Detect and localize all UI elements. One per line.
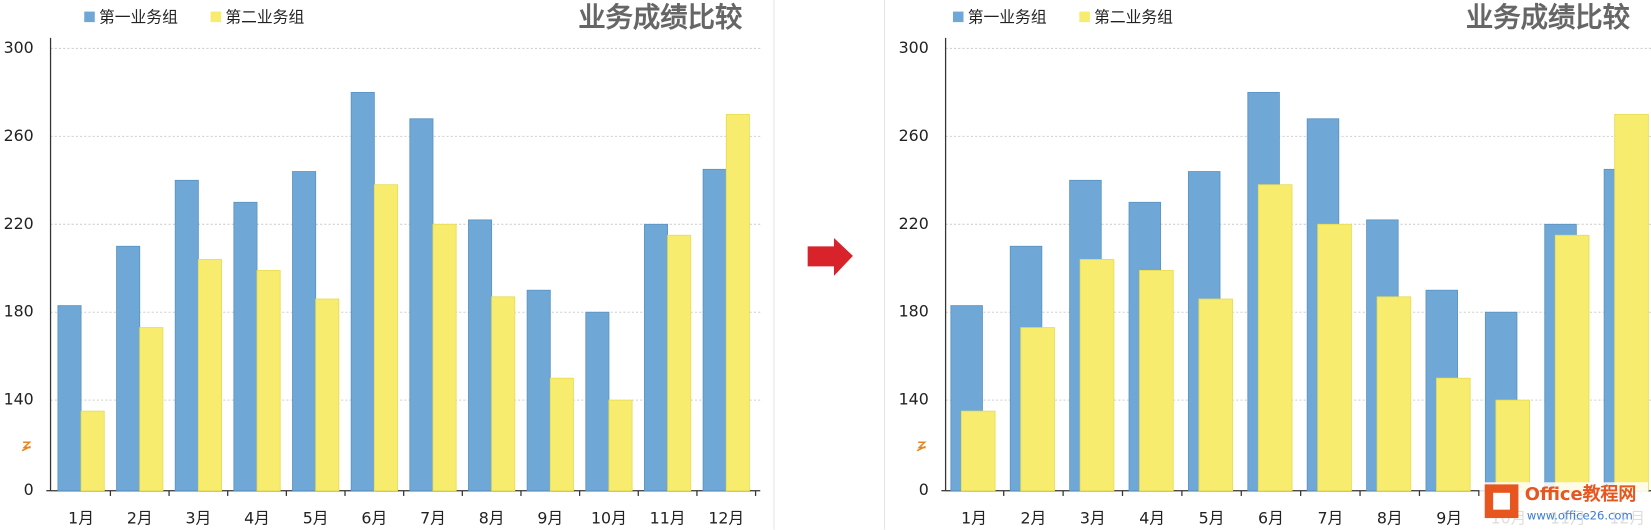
y-tick-label: 260	[4, 126, 34, 145]
bar	[960, 410, 996, 492]
bar	[197, 259, 222, 492]
bar	[1020, 327, 1055, 492]
bar	[491, 296, 516, 492]
bar	[57, 305, 82, 492]
bar	[1079, 259, 1115, 492]
y-tick-label: 220	[4, 214, 34, 233]
bar	[1376, 296, 1412, 492]
x-tick-label: 5月	[1199, 509, 1225, 528]
y-tick-label: 300	[4, 38, 34, 57]
chart-title: 业务成绩比较	[1466, 1, 1631, 33]
x-tick-label: 1月	[961, 509, 987, 528]
arrow	[807, 237, 853, 276]
axis-break	[916, 441, 927, 452]
bar	[373, 184, 398, 492]
x-tick-label: 3月	[185, 509, 211, 528]
bar	[1317, 223, 1352, 492]
y-tick-label: 0	[919, 480, 929, 499]
x-tick-label: 5月	[303, 509, 329, 528]
x-tick-label: 7月	[1317, 509, 1343, 528]
bar	[315, 298, 340, 492]
bar	[1614, 113, 1649, 492]
legend-swatch	[84, 11, 95, 23]
bar	[1139, 270, 1174, 492]
x-tick-label: 1月	[68, 509, 94, 528]
x-tick-label: 4月	[1139, 509, 1165, 528]
x-tick-label: 7月	[420, 509, 446, 528]
x-tick-label: 3月	[1080, 509, 1106, 528]
x-tick-label: 2月	[1021, 509, 1047, 528]
canvas: 业务成绩比较 第一业务组 第二业务组 0 140 180 220 260 300 1月 2月 3月 4月…	[4, 0, 1651, 530]
y-tick-label: 140	[4, 390, 34, 409]
y-tick-label: 0	[24, 480, 34, 499]
bar	[667, 234, 692, 492]
x-tick-label: 11月	[650, 509, 686, 528]
bar	[1436, 377, 1471, 492]
legend-swatch	[210, 11, 222, 23]
bar	[256, 270, 281, 492]
bar	[409, 118, 434, 492]
watermark-name: Office教程网	[1525, 483, 1637, 505]
bar	[233, 201, 258, 492]
watermark-logo-inner	[1493, 492, 1511, 510]
x-tick-label: 4月	[244, 509, 270, 528]
bar	[80, 410, 105, 492]
x-tick-label: 6月	[1258, 509, 1284, 528]
bar	[549, 377, 574, 492]
x-tick-label: 2月	[127, 509, 153, 528]
bar	[116, 245, 141, 492]
x-tick-label: 9月	[537, 509, 563, 528]
watermark-url: www.office26.com	[1527, 508, 1633, 522]
y-tick-label: 140	[899, 390, 929, 409]
bar	[350, 91, 375, 492]
bar	[1554, 234, 1590, 492]
legend-swatch	[952, 11, 964, 23]
legend-label: 第二业务组	[1094, 7, 1173, 26]
y-tick-label: 220	[899, 214, 929, 233]
bar	[702, 168, 727, 492]
y-tick-label: 180	[899, 302, 929, 321]
axis-break	[21, 441, 32, 452]
bar	[644, 223, 669, 492]
bar	[432, 223, 457, 492]
chart-title: 业务成绩比较	[578, 1, 743, 33]
x-tick-label: 9月	[1436, 509, 1462, 528]
legend-label: 第二业务组	[225, 7, 304, 26]
legend-label: 第一业务组	[968, 7, 1047, 26]
bar	[468, 219, 493, 492]
x-tick-label: 6月	[361, 509, 387, 528]
y-tick-label: 260	[899, 126, 929, 145]
bar	[139, 327, 164, 492]
bar	[174, 179, 199, 492]
y-tick-label: 300	[899, 38, 929, 57]
bar	[725, 113, 750, 492]
bar	[1198, 298, 1234, 492]
y-tick-label: 180	[4, 302, 34, 321]
x-tick-label: 8月	[1377, 509, 1403, 528]
x-tick-label: 10月	[591, 509, 627, 528]
legend-label: 第一业务组	[99, 7, 178, 26]
bar	[608, 399, 633, 492]
x-tick-label: 8月	[479, 509, 505, 528]
bar	[1495, 399, 1531, 492]
bar	[526, 289, 551, 492]
bar	[585, 311, 610, 492]
x-tick-label: 12月	[708, 509, 744, 528]
legend-swatch	[1079, 11, 1090, 23]
bar	[1257, 184, 1293, 492]
bar	[292, 171, 317, 492]
